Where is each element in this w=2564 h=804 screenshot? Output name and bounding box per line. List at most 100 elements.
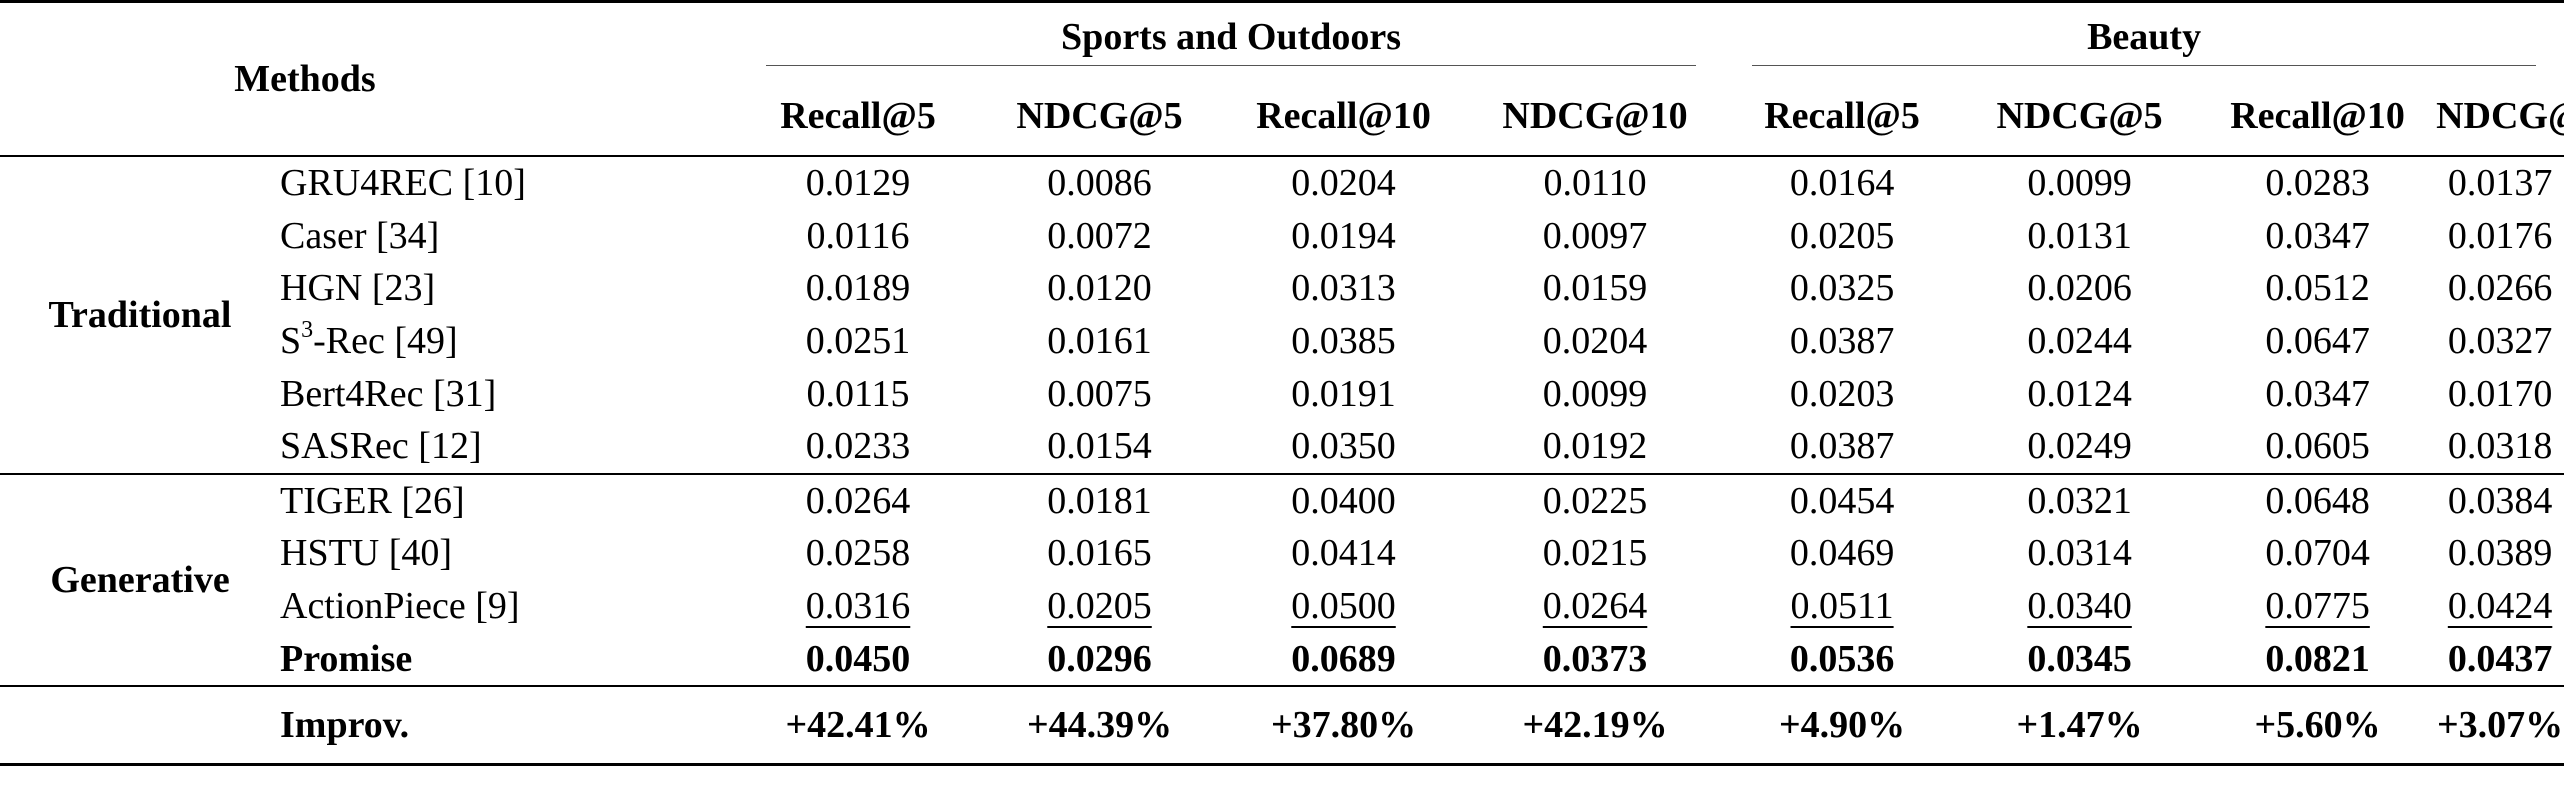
method-name: HGN [23] [280, 262, 610, 315]
metric-value-text: 0.0099 [2027, 162, 2132, 205]
method-name: Caser [34] [280, 210, 610, 263]
metric-value-text: 0.0192 [1542, 425, 1648, 468]
header-row-groups: Methods Sports and Outdoors Beauty [0, 1, 2564, 100]
row-spacer [610, 474, 738, 528]
metric-value-text: 0.0318 [2447, 425, 2553, 468]
row-spacer [610, 580, 738, 633]
metric-value-text: 0.0340 [2027, 585, 2132, 628]
metric-value: 0.0512 [2199, 262, 2436, 315]
metric-value-text: 0.0450 [805, 637, 911, 680]
metric-value: 0.0414 [1221, 527, 1466, 580]
improvement-value: +1.47% [2016, 703, 2143, 746]
metric-value: 0.0244 [1960, 315, 2199, 368]
method-name: SASRec [12] [280, 420, 610, 474]
metric-value-text: 0.0161 [1047, 320, 1152, 363]
metric-value: 0.0385 [1221, 315, 1466, 368]
improvement-value: +37.80% [1270, 703, 1417, 746]
metric-value-text: 0.0258 [805, 532, 911, 575]
method-label: SASRec [12] [280, 425, 482, 468]
metric-value-text: 0.0206 [2027, 267, 2132, 310]
table-row: Caser [34] 0.0116 0.0072 0.0194 0.0097 0.0205… [0, 210, 2564, 263]
metric-value: 0.0072 [978, 210, 1221, 263]
improvement-value: +3.07% [2436, 703, 2564, 746]
method-name: S3-Rec [49] [280, 315, 610, 368]
metric-value-text: 0.0385 [1291, 320, 1396, 363]
metric-value: 0.0204 [1221, 156, 1466, 210]
metric-value: 0.0099 [1960, 156, 2199, 210]
table-row: Generative TIGER [26] 0.0264 0.0181 0.0400 0.… [0, 473, 2564, 601]
metric-value-text: 0.0389 [2447, 532, 2553, 575]
metric-value-text: 0.0189 [805, 267, 911, 310]
metric-value: 0.0318 [2436, 420, 2564, 474]
methods-header: Methods [0, 2, 610, 157]
metric-value: 0.0384 [2436, 474, 2564, 528]
method-label: Bert4Rec [31] [280, 372, 497, 415]
metric-value-text: 0.0170 [2447, 372, 2553, 415]
table-row: SASRec [12] 0.0233 0.0154 0.0350 0.0192 0.038… [0, 420, 2564, 474]
metric-value-text: 0.0424 [2447, 585, 2553, 628]
metric-value-text: 0.0075 [1047, 372, 1152, 415]
metric-value: 0.0689 [1221, 632, 1466, 686]
metric-value: 0.0165 [978, 527, 1221, 580]
metric-value: 0.0775 [2199, 580, 2436, 633]
table-row: HSTU [40] 0.0258 0.0165 0.0414 0.0215 0.0469 0… [0, 527, 2564, 580]
table-row: Promise 0.0450 0.0296 0.0689 0.0373 0.0536 0.0… [0, 632, 2564, 686]
metric-value: 0.0233 [738, 420, 978, 474]
improvement-row: Improv. +42.41% +44.39% +37.80% +42.19% +4.90… [0, 685, 2564, 765]
category-generative: Generative [0, 474, 280, 686]
metric-value: 0.0191 [1221, 367, 1466, 420]
metric-value-text: 0.0511 [1790, 585, 1894, 628]
row-spacer [610, 262, 738, 315]
method-base: S [280, 320, 302, 363]
metric-value-text: 0.0500 [1291, 585, 1396, 628]
row-spacer [610, 156, 738, 210]
metric-value: 0.0099 [1466, 367, 1724, 420]
metric-value: 0.0454 [1724, 474, 1960, 528]
metric-value: 0.0189 [738, 262, 978, 315]
metric-value-text: 0.0648 [2265, 479, 2370, 522]
metric-value-text: 0.0400 [1291, 479, 1396, 522]
table-row: HGN [23] 0.0189 0.0120 0.0313 0.0159 0.0325 0.… [0, 262, 2564, 315]
header-row-metrics: Recall@5 NDCG@5 Recall@10 NDCG@10 Recall@5 ND… [0, 77, 2564, 156]
metric-value: 0.0340 [1960, 580, 2199, 633]
method-name: ActionPiece [9] [280, 580, 610, 633]
metric-value-text: 0.0454 [1789, 479, 1895, 522]
metric-value-text: 0.0283 [2265, 162, 2370, 205]
improvement-value: +42.19% [1522, 703, 1668, 746]
method-label: Promise [280, 637, 413, 680]
metric-value: 0.0137 [2436, 156, 2564, 210]
metric-value: 0.0176 [2436, 210, 2564, 263]
metric-header: NDCG@10 [1502, 95, 1688, 137]
method-label: Caser [34] [280, 214, 440, 257]
metric-value: 0.0605 [2199, 420, 2436, 474]
metric-value: 0.0313 [1221, 262, 1466, 315]
metric-value-text: 0.0194 [1291, 214, 1396, 257]
metric-value-text: 0.0384 [2447, 479, 2553, 522]
metric-value: 0.0316 [738, 580, 978, 633]
metric-value-text: 0.0110 [1543, 162, 1647, 205]
row-spacer [610, 210, 738, 263]
table-row: S3-Rec [49] 0.0251 0.0161 0.0385 0.0204 0.038… [0, 315, 2564, 368]
metric-value: 0.0204 [1466, 315, 1724, 368]
metric-value-text: 0.0251 [805, 320, 911, 363]
metric-value: 0.0086 [978, 156, 1221, 210]
table-row: ActionPiece [9] 0.0316 0.0205 0.0500 0.0264 0… [0, 580, 2564, 633]
table-row: Bert4Rec [31] 0.0115 0.0075 0.0191 0.0099 0.0… [0, 367, 2564, 420]
metric-value-text: 0.0264 [805, 479, 911, 522]
metric-value-text: 0.0233 [805, 425, 911, 468]
metric-value-text: 0.0072 [1047, 214, 1152, 257]
improvement-value: +5.60% [2254, 703, 2381, 746]
category-label: Generative [50, 558, 230, 601]
metric-value: 0.0350 [1221, 420, 1466, 474]
row-spacer [610, 686, 738, 765]
metric-value: 0.0203 [1724, 367, 1960, 420]
improvement-value: +42.41% [785, 703, 931, 746]
improvement-value: +44.39% [1026, 703, 1173, 746]
group-header-label: Beauty [2087, 15, 2202, 58]
metric-value-text: 0.0159 [1542, 267, 1648, 310]
metric-value-text: 0.0325 [1789, 267, 1895, 310]
table-row: Traditional GRU4REC [10] 0.0129 0.0086 0.020… [0, 156, 2564, 336]
metric-value-text: 0.0176 [2447, 214, 2553, 257]
metric-value-text: 0.0347 [2265, 372, 2370, 415]
metric-value-text: 0.0775 [2265, 585, 2370, 628]
